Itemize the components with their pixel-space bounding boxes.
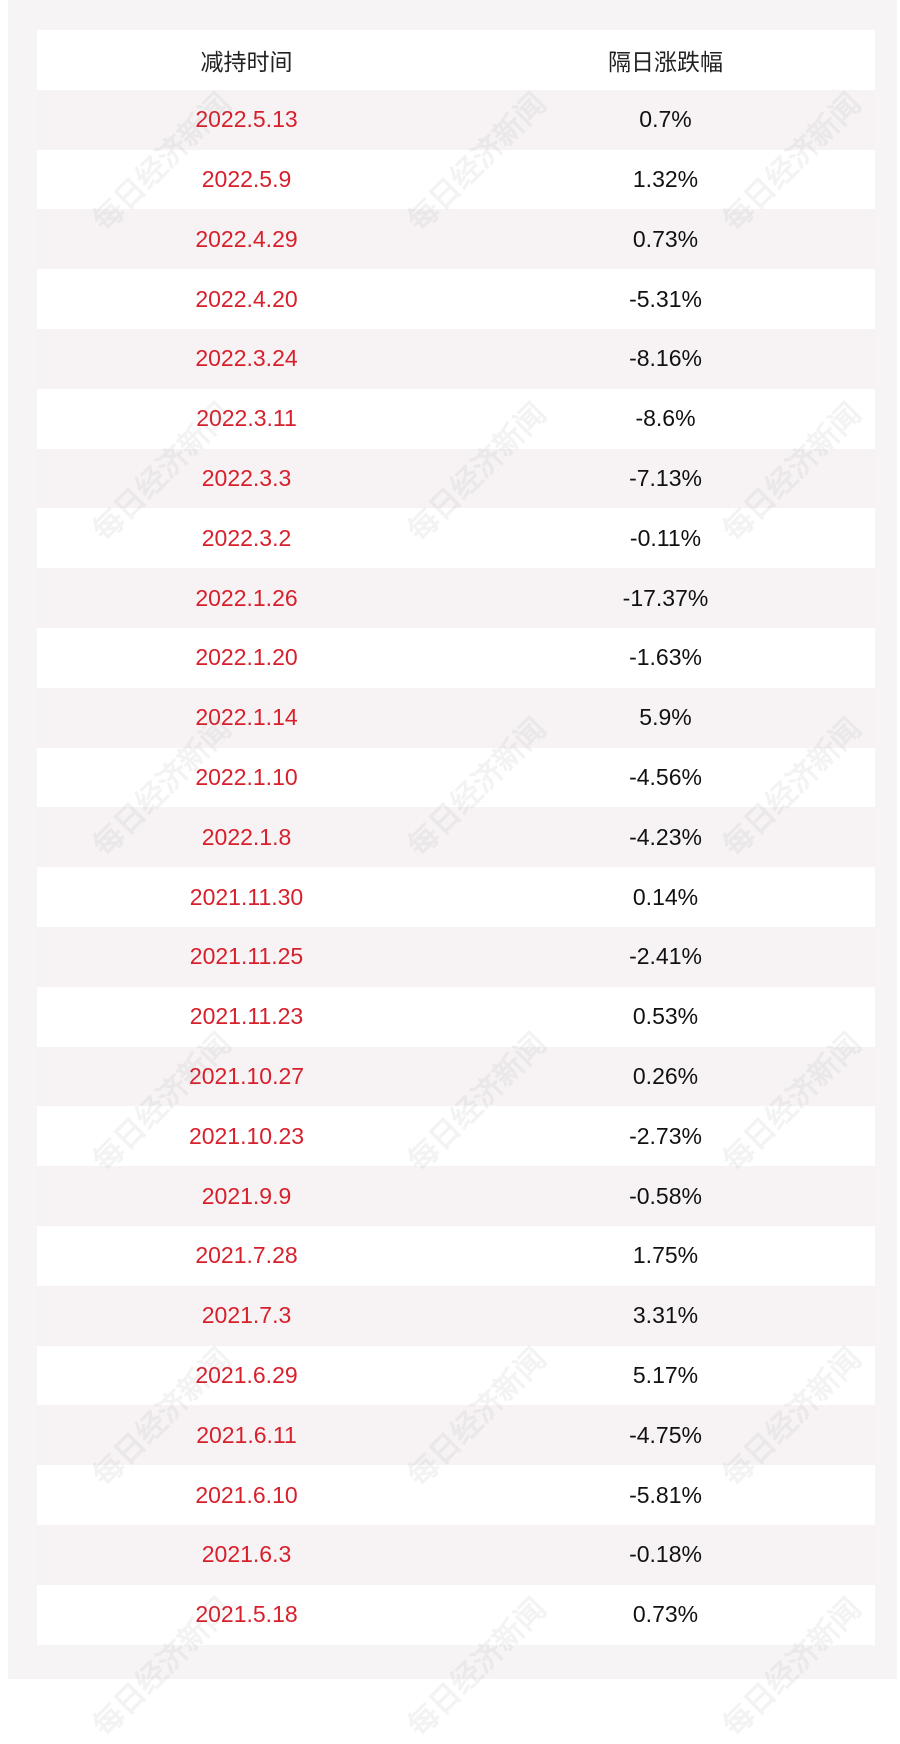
table-row: 2022.5.13 0.7% xyxy=(37,89,875,150)
date-cell: 2022.4.29 xyxy=(195,225,298,252)
date-cell: 2021.6.11 xyxy=(196,1421,297,1448)
date-cell: 2022.1.8 xyxy=(201,823,292,850)
table-row: 2022.3.2 -0.11% xyxy=(37,508,875,569)
date-cell: 2021.7.28 xyxy=(195,1242,298,1269)
table-row: 2021.10.23 -2.73% xyxy=(37,1106,875,1167)
change-cell: 1.75% xyxy=(632,1242,699,1269)
change-cell: -4.23% xyxy=(629,823,702,850)
table: 减持时间 隔日涨跌幅 2022.5.13 0.7% 2022.5.9 1.32% 202… xyxy=(37,30,875,1645)
change-cell: -0.58% xyxy=(629,1182,702,1209)
table-row: 2022.4.20 -5.31% xyxy=(37,269,875,329)
table-row: 2021.11.25 -2.41% xyxy=(37,926,875,987)
table-row: 2021.6.10 -5.81% xyxy=(37,1465,875,1525)
table-row: 2021.11.23 0.53% xyxy=(37,986,875,1047)
date-cell: 2022.3.11 xyxy=(196,405,297,432)
table-row: 2022.1.14 5.9% xyxy=(37,687,875,748)
change-cell: -5.31% xyxy=(629,285,702,312)
table-row: 2021.5.18 0.73% xyxy=(37,1584,875,1645)
change-cell: 0.73% xyxy=(632,1601,699,1628)
change-cell: 0.7% xyxy=(639,106,692,133)
change-cell: -4.56% xyxy=(629,763,702,790)
date-cell: 2022.1.20 xyxy=(195,644,298,671)
date-cell: 2022.5.9 xyxy=(201,165,292,192)
change-cell: -2.41% xyxy=(629,943,702,970)
change-cell: -2.73% xyxy=(629,1122,702,1149)
date-cell: 2021.5.18 xyxy=(195,1601,298,1628)
header-row: 减持时间 隔日涨跌幅 xyxy=(37,30,875,90)
change-cell: -4.75% xyxy=(629,1421,702,1448)
date-cell: 2021.11.25 xyxy=(189,943,304,970)
table-row: 2022.1.8 -4.23% xyxy=(37,807,875,868)
change-cell: 0.73% xyxy=(632,225,699,252)
date-cell: 2022.1.26 xyxy=(195,584,298,611)
table-row: 2022.3.11 -8.6% xyxy=(37,388,875,449)
change-cell: 0.53% xyxy=(632,1003,699,1030)
change-cell: -0.11% xyxy=(629,524,702,551)
table-row: 2021.7.3 3.31% xyxy=(37,1285,875,1346)
date-cell: 2022.4.20 xyxy=(195,285,298,312)
table-row: 2022.1.20 -1.63% xyxy=(37,627,875,688)
change-cell: 5.17% xyxy=(632,1361,699,1388)
date-cell: 2021.10.23 xyxy=(188,1122,305,1149)
date-cell: 2022.1.10 xyxy=(195,763,298,790)
date-cell: 2021.6.10 xyxy=(195,1481,298,1508)
date-cell: 2022.1.14 xyxy=(195,704,298,731)
table-row: 2021.7.28 1.75% xyxy=(37,1225,875,1286)
table-row: 2022.5.9 1.32% xyxy=(37,149,875,210)
table-row: 2022.4.29 0.73% xyxy=(37,209,875,270)
change-cell: -8.6% xyxy=(635,405,696,432)
table-row: 2022.1.10 -4.56% xyxy=(37,747,875,808)
date-cell: 2021.10.27 xyxy=(188,1062,305,1089)
change-cell: 0.26% xyxy=(632,1062,699,1089)
change-cell: 5.9% xyxy=(639,704,692,731)
change-cell: -8.16% xyxy=(629,345,702,372)
table-row: 2021.11.30 0.14% xyxy=(37,867,875,927)
change-cell: -1.63% xyxy=(629,644,702,671)
date-cell: 2021.9.9 xyxy=(201,1182,292,1209)
page: 减持时间 隔日涨跌幅 2022.5.13 0.7% 2022.5.9 1.32% 202… xyxy=(8,0,897,1744)
header-cell: 减持时间 xyxy=(200,48,293,75)
table-row: 2021.6.29 5.17% xyxy=(37,1345,875,1406)
table-row: 2022.1.26 -17.37% xyxy=(37,568,875,628)
change-cell: -5.81% xyxy=(629,1481,702,1508)
date-cell: 2021.6.29 xyxy=(195,1361,298,1388)
date-cell: 2022.3.3 xyxy=(201,464,292,491)
table-row: 2021.9.9 -0.58% xyxy=(37,1166,875,1226)
change-cell: 3.31% xyxy=(632,1302,699,1329)
date-cell: 2021.11.30 xyxy=(189,883,304,910)
table-row: 2022.3.24 -8.16% xyxy=(37,328,875,389)
table-row: 2022.3.3 -7.13% xyxy=(37,448,875,509)
date-cell: 2021.11.23 xyxy=(189,1003,304,1030)
change-cell: -17.37% xyxy=(622,584,709,611)
date-cell: 2022.5.13 xyxy=(195,106,298,133)
change-cell: 0.14% xyxy=(632,883,699,910)
table-row: 2021.6.11 -4.75% xyxy=(37,1405,875,1466)
header-cell: 隔日涨跌幅 xyxy=(608,48,723,75)
change-cell: -0.18% xyxy=(629,1541,702,1568)
date-cell: 2022.3.2 xyxy=(201,524,292,551)
date-cell: 2021.7.3 xyxy=(201,1302,292,1329)
table-row: 2021.6.3 -0.18% xyxy=(37,1524,875,1585)
table-row: 2021.10.27 0.26% xyxy=(37,1046,875,1107)
date-cell: 2021.6.3 xyxy=(201,1541,292,1568)
date-cell: 2022.3.24 xyxy=(195,345,298,372)
change-cell: -7.13% xyxy=(629,464,702,491)
change-cell: 1.32% xyxy=(632,165,699,192)
